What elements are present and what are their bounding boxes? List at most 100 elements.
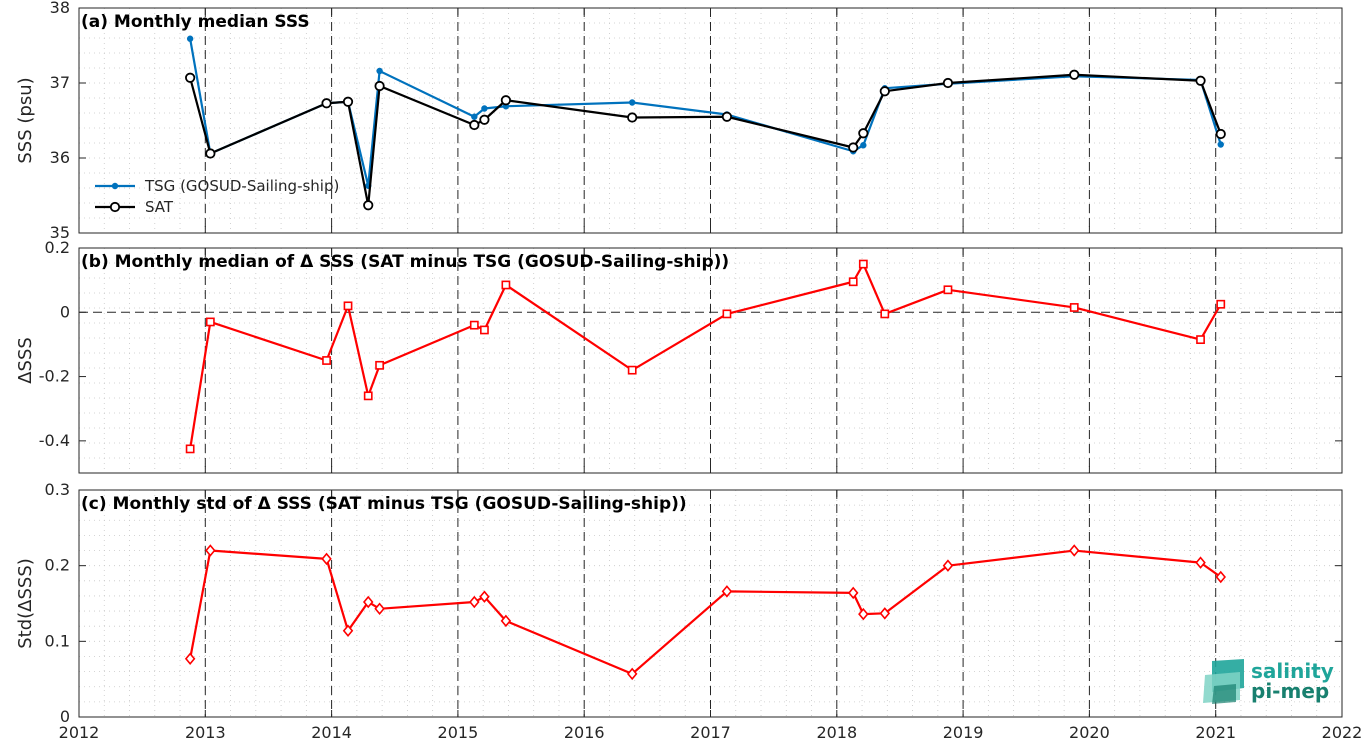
logo-text-salinity: salinity [1251,659,1334,683]
panel-c-series-0-point [362,595,374,609]
logo-shape [1212,684,1236,704]
panel-b-series-0-point [205,317,215,327]
panel-b-series-0-point [480,325,489,335]
panel-a-series-1-point [879,86,890,97]
panel-c-series-0-point [342,624,354,637]
panel-b-y-tick-label: -0.4 [39,431,70,450]
salinity-pi-mep-logo-icon [1203,659,1244,704]
panel-b-series-0-point [943,285,953,295]
panel-a-series-0-point [628,99,636,106]
panel-b-series-0-point [848,277,858,287]
panel-c-series-0-point [942,559,954,572]
panel-c-series-0-point [321,552,332,566]
panel-c-y-tick-label: 0 [60,707,70,726]
panel-b-series-0-point [343,301,353,311]
legend-entry-label: SAT [145,198,174,216]
panel-a-series-1-point [627,112,638,123]
panel-b-y-tick-label: 0 [60,302,70,321]
panel-a-series-1-point [374,80,385,92]
panel-c-series-0-point [479,590,490,603]
panel-a-series-0-point [471,113,478,120]
panel-c-series-0-point [879,607,891,620]
legend-swatch-marker [109,201,121,213]
legend-swatch-marker [111,182,119,190]
panel-b-series-0-point [1216,299,1226,309]
x-tick-label: 2020 [1069,723,1110,742]
panel-b-series-0-point [185,444,195,454]
panel-c-series-0-point [847,586,859,600]
panel-c-series-0-point [469,595,480,609]
panel-b-series-0-point [501,280,511,290]
panel-b-series-0-point [858,259,868,269]
panel-c-series-0-point [626,667,638,681]
x-tick-label: 2014 [311,723,352,742]
panel-b-y-axis-label: ΔSSS [15,337,36,384]
panel-c-series-0-point [1195,556,1206,569]
legend-entry-label: TSG (GOSUD-Sailing-ship) [144,177,339,195]
panel-a-series-1-point [942,77,954,89]
panel-a-y-tick-label: 37 [50,73,70,92]
panel-b-series-0-point [469,320,479,330]
x-tick-label: 2021 [1195,723,1236,742]
panel-b-minor-grid [78,248,1343,473]
panel-c-y-tick-label: 0.1 [45,631,70,650]
panel-c-y-axis-label: Std(ΔSSS) [15,558,36,649]
panel-c-minor-grid [78,490,1343,717]
panel-c-series-0-point [858,607,869,621]
logo-text-pimep: pi-mep [1251,679,1329,703]
panel-a-series-1-point [848,142,859,153]
panel-c-series-0-point [1215,570,1226,584]
panel-c-y-tick-label: 0.3 [45,480,70,499]
panel-c-series-0-line [189,549,1222,675]
panel-a-series-1-point [1215,128,1226,140]
x-tick-label: 2022 [1322,723,1363,742]
panel-a-series-0-point [186,35,194,42]
panel-a-series-1-point [1195,75,1206,86]
panel-a-series-1-point [721,111,733,122]
panel-a-series-1-point [469,119,480,131]
panel-b-y-tick-label: -0.2 [39,367,70,386]
panel-b-series-0-point [322,356,331,365]
panel-a-y-tick-label: 38 [50,0,70,17]
x-tick-label: 2016 [564,723,605,742]
panel-b-series-0-point [1069,303,1079,312]
panel-c-y-tick-label: 0.2 [45,556,70,575]
x-tick-label: 2017 [690,723,731,742]
panel-c-series-0-point [184,652,196,665]
panel-a-series-1-point [342,96,354,107]
panel-c-series-0-point [374,602,385,616]
panel-a-series-1-point [205,148,216,159]
panel-b-series-0-line [189,262,1222,450]
panel-a-title: (a) Monthly median SSS [81,12,310,32]
panel-a-series-1-point [858,128,869,139]
panel-c-series-0-point [1068,544,1080,557]
panel-b-year-lines [204,248,1217,473]
panel-a-series-0-point [1217,141,1224,148]
panel-c-series-0-point [721,585,733,598]
panel-a-minor-grid [78,8,1343,233]
x-tick-label: 2019 [943,723,984,742]
panel-b-series-0-point [363,391,373,401]
x-tick-label: 2015 [438,723,479,742]
panel-a-series-0-point [481,105,488,112]
panel-a-series-1-point [1069,69,1080,80]
x-tick-label: 2018 [816,723,857,742]
panel-b-series-0-point [375,360,384,370]
panel-b-y-tick-label: 0.2 [45,238,70,257]
panel-a-y-tick-label: 35 [50,223,70,242]
panel-a-series-1-point [363,200,374,211]
panel-a-y-axis-label: SSS (psu) [15,77,36,163]
panel-b-series-0-point [722,309,732,319]
x-tick-label: 2013 [185,723,226,742]
legend [95,182,135,213]
panel-a-y-tick-label: 36 [50,148,70,167]
panel-b-series-0-point [627,365,637,375]
panel-b-series-0-point [1196,335,1205,345]
panel-a-series-1-point [321,98,332,109]
panel-a-series-1-point [479,114,490,125]
panel-a-series-0-point [860,142,867,149]
panel-b-title: (b) Monthly median of Δ SSS (SAT minus T… [81,252,729,272]
x-tick-label: 2012 [59,723,100,742]
